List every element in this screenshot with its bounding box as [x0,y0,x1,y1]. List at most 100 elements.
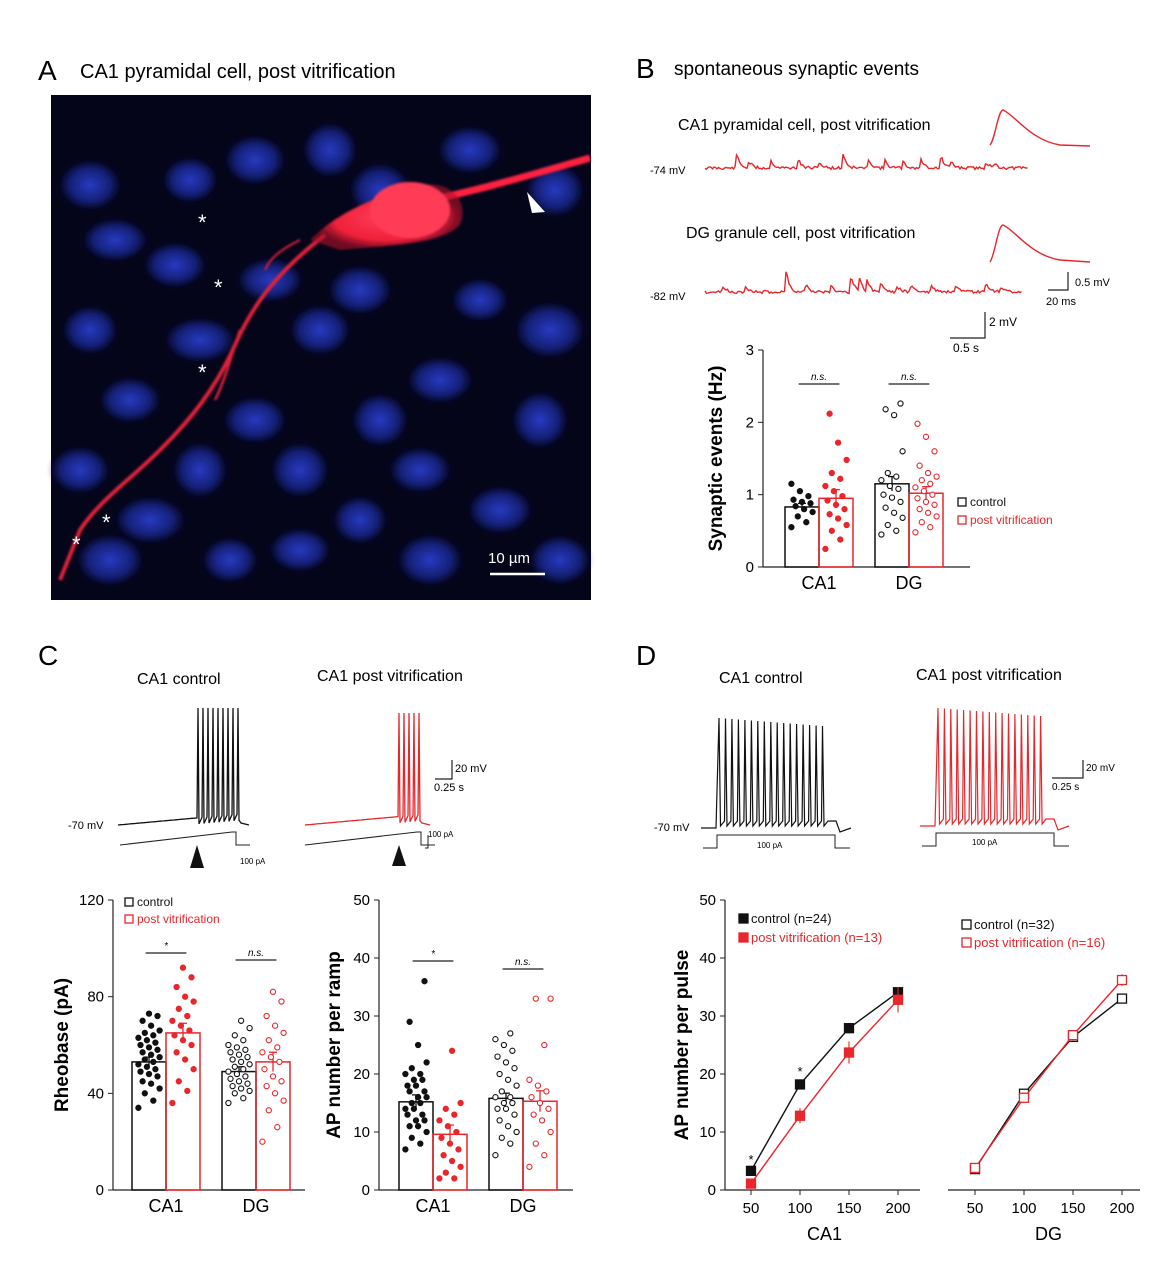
data-point [924,509,932,516]
data-point [492,1036,499,1043]
inset-scale-x: 20 ms [1046,296,1076,308]
data-point [137,1068,144,1075]
y-tick-label: 40 [353,950,370,967]
data-marker [794,1110,806,1121]
y-axis-title: Synaptic events (Hz) [706,366,727,552]
legend-swatch [124,914,134,924]
data-point [931,501,938,508]
data-point [233,1044,241,1051]
panel-c-letter: C [38,640,58,671]
data-point [794,513,801,520]
data-point [532,995,539,1002]
data-point [496,1117,503,1124]
data-point [882,406,889,413]
bar [131,1061,167,1191]
data-point [788,480,795,487]
panel-a-title: CA1 pyramidal cell, post vitrification [80,61,396,83]
data-point [137,1041,144,1049]
data-point [790,496,797,503]
data-point [513,1082,520,1089]
data-point [181,1056,189,1063]
data-point [231,1090,238,1097]
data-point [547,995,554,1002]
data-point [809,508,816,516]
synaptic-trace-ca1 [704,152,1028,172]
ramp-trace-vitrification [304,712,431,826]
data-point [436,1175,443,1182]
data-point [278,998,285,1005]
data-point [225,1099,232,1107]
data-point [826,410,833,417]
data-point [235,1051,243,1058]
step-vit-label: CA1 post vitrification [916,667,1062,684]
data-point [246,1024,253,1032]
data-point [922,433,930,440]
data-point [242,1073,249,1080]
data-point [438,1134,445,1141]
data-point [414,1123,422,1130]
data-point [918,477,925,484]
step-trace-control [701,717,852,833]
ramp-trace-control [117,707,250,826]
y-tick-label: 1 [746,487,754,504]
data-point [173,983,180,991]
x-tick-label: 150 [836,1200,861,1217]
data-point [423,1059,430,1066]
data-marker [1067,1029,1079,1041]
data-point [504,1123,512,1130]
data-point [507,1030,514,1037]
bar [255,1061,291,1191]
data-point [235,1078,243,1085]
y-tick-label: 0 [708,1182,716,1199]
nucleus [436,124,504,176]
data-point [143,1063,151,1070]
y-tick-label: 0 [362,1182,370,1199]
trace-vit-label: CA1 post vitrification [317,668,463,685]
data-point [886,482,894,490]
data-point [237,1085,245,1092]
significance-label: n.s. [248,948,264,959]
micrograph: * * * * * 10 µm [48,95,593,600]
data-point [839,492,846,500]
chart-ap-per-pulse-ca1: 0 10 20 30 40 50 AP number per pulse 50 100 150 20… [672,892,920,1244]
data-marker [745,1165,757,1177]
panel-b: B spontaneous synaptic events CA1 pyrami… [636,53,1111,593]
trace2-vm: -82 mV [650,291,686,303]
bar [522,1100,558,1191]
trace1-label: CA1 pyramidal cell, post vitrification [678,117,931,134]
data-point [173,1049,180,1056]
data-point [259,1049,266,1056]
data-point [269,988,277,995]
x-tick-label: 50 [967,1200,984,1217]
data-point [547,1128,554,1136]
data-point [800,505,808,513]
data-point [890,411,898,419]
data-point [933,513,940,520]
asterisk-marker: * [214,275,223,300]
bar [488,1097,524,1191]
data-point [408,1099,415,1107]
data-point [826,511,833,518]
data-point [406,1123,413,1130]
legend-label: control [137,895,173,909]
trace-scale-bar [950,312,986,339]
data-point [186,1027,193,1034]
y-tick-label: 20 [353,1066,370,1083]
data-point [496,1070,503,1078]
data-marker [969,1162,981,1174]
data-point [410,1105,418,1112]
data-point [436,1117,443,1124]
panel-b-letter: B [636,53,655,84]
legend-swatch [957,497,967,507]
data-marker [892,994,904,1005]
data-point [511,1111,518,1118]
data-point [526,1163,533,1170]
data-point [147,1080,155,1087]
neuron [58,154,591,581]
nucleus [301,120,359,180]
nucleus [112,495,188,545]
data-point [190,1066,197,1073]
legend-label: post vitrification [970,513,1053,527]
data-point [912,484,919,491]
data-point [824,497,831,504]
